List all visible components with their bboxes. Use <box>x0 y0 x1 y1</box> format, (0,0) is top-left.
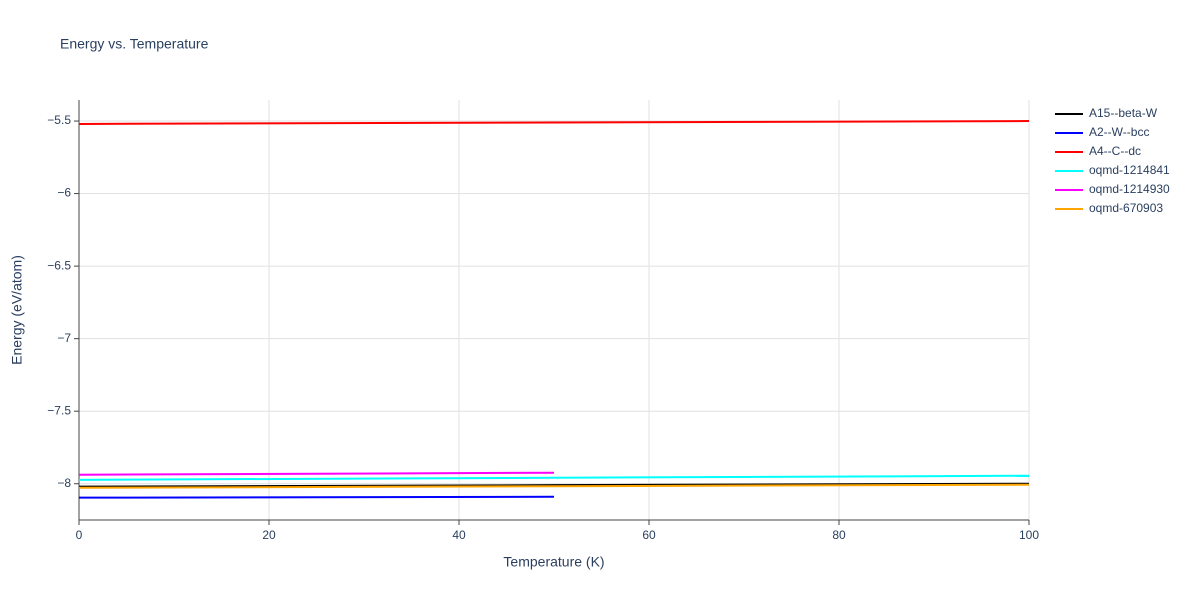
line <box>78 482 1030 488</box>
legend-label: A15--beta-W <box>1089 106 1158 120</box>
x-tick-label: 20 <box>262 528 276 542</box>
line <box>78 474 1030 481</box>
x-tick-label: 0 <box>76 528 83 542</box>
legend-label: A2--W--bcc <box>1089 125 1149 139</box>
legend-label: oqmd-670903 <box>1089 201 1163 215</box>
line <box>78 495 555 499</box>
y-tick-label: −7 <box>57 331 71 345</box>
y-tick-label: −7.5 <box>47 403 71 417</box>
line <box>78 483 1030 489</box>
y-axis-title: Energy (eV/atom) <box>9 255 25 365</box>
line <box>78 120 1030 125</box>
legend-label: oqmd-1214930 <box>1089 182 1170 196</box>
line <box>78 471 555 476</box>
chart-title: Energy vs. Temperature <box>60 36 209 52</box>
legend-label: A4--C--dc <box>1089 144 1141 158</box>
y-tick-label: −8 <box>57 476 71 490</box>
x-axis-title: Temperature (K) <box>503 554 604 570</box>
x-tick-label: 40 <box>452 528 466 542</box>
x-tick-label: 60 <box>642 528 656 542</box>
y-tick-label: −6 <box>57 186 71 200</box>
x-tick-label: 80 <box>832 528 846 542</box>
legend-label: oqmd-1214841 <box>1089 163 1170 177</box>
y-tick-label: −6.5 <box>47 258 71 272</box>
y-tick-label: −5.5 <box>47 113 71 127</box>
x-tick-label: 100 <box>1019 528 1039 542</box>
